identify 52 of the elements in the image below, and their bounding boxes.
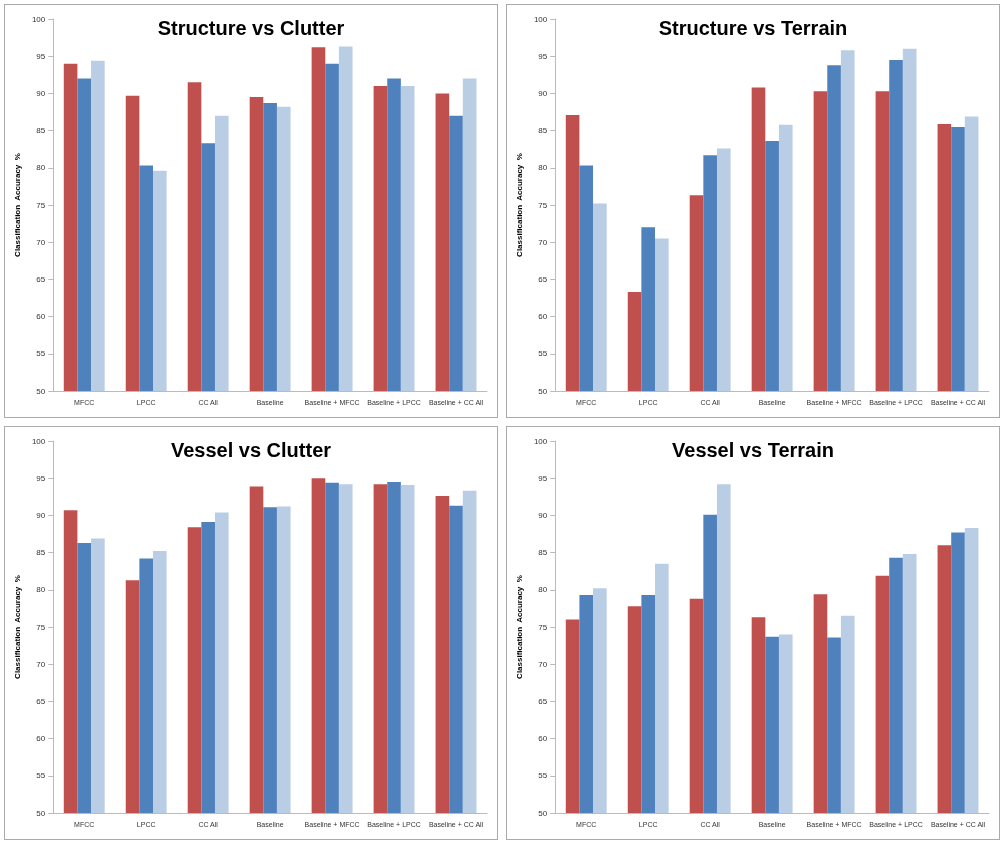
y-tick-label: 80 [538,163,548,173]
chart-title: Structure vs Terrain [658,17,848,39]
y-tick-label: 100 [533,14,548,24]
y-tick-label: 85 [538,548,548,558]
y-tick-label: 90 [538,510,548,520]
chart-title: Structure vs Clutter [157,17,345,39]
y-tick-label: 85 [36,548,46,558]
y-tick-label: 70 [538,659,548,669]
y-axis-title: Classification Accuracy % [12,153,22,257]
y-tick-label: 80 [538,585,548,595]
y-tick-label: 60 [538,734,548,744]
y-tick-label: 55 [538,771,548,781]
y-tick-label: 65 [538,274,548,284]
y-tick-label: 90 [36,510,46,520]
y-tick-label: 80 [36,163,46,173]
y-axis-title: Classification Accuracy % [12,575,22,679]
y-tick-label: 75 [36,200,46,210]
y-tick-label: 50 [36,808,46,818]
y-tick-label: 100 [533,436,548,446]
y-axis-title: Classification Accuracy % [514,575,524,679]
y-axis-title: Classification Accuracy % [514,153,524,257]
y-tick-label: 55 [36,771,46,781]
y-tick-label: 80 [36,585,46,595]
y-tick-label: 65 [36,696,46,706]
y-tick-label: 60 [36,312,46,322]
y-tick-label: 95 [36,51,46,61]
y-tick-label: 65 [36,274,46,284]
y-tick-label: 90 [538,88,548,98]
chart-title: Vessel vs Terrain [672,439,834,461]
y-tick-label: 50 [538,808,548,818]
y-tick-label: 70 [538,237,548,247]
y-tick-label: 50 [538,386,548,396]
y-tick-label: 50 [36,386,46,396]
y-tick-label: 65 [538,696,548,706]
y-tick-label: 95 [538,473,548,483]
y-tick-label: 55 [538,349,548,359]
y-tick-label: 90 [36,88,46,98]
y-tick-label: 85 [538,126,548,136]
y-tick-label: 60 [538,312,548,322]
y-tick-label: 95 [538,51,548,61]
y-tick-label: 70 [36,659,46,669]
chart-title: Vessel vs Clutter [170,439,332,461]
y-tick-label: 95 [36,473,46,483]
y-tick-label: 55 [36,349,46,359]
y-tick-label: 100 [31,14,46,24]
y-tick-label: 60 [36,734,46,744]
y-tick-label: 85 [36,126,46,136]
y-tick-label: 100 [31,436,46,446]
y-tick-label: 75 [538,622,548,632]
y-tick-label: 75 [538,200,548,210]
y-tick-label: 70 [36,237,46,247]
y-tick-label: 75 [36,622,46,632]
